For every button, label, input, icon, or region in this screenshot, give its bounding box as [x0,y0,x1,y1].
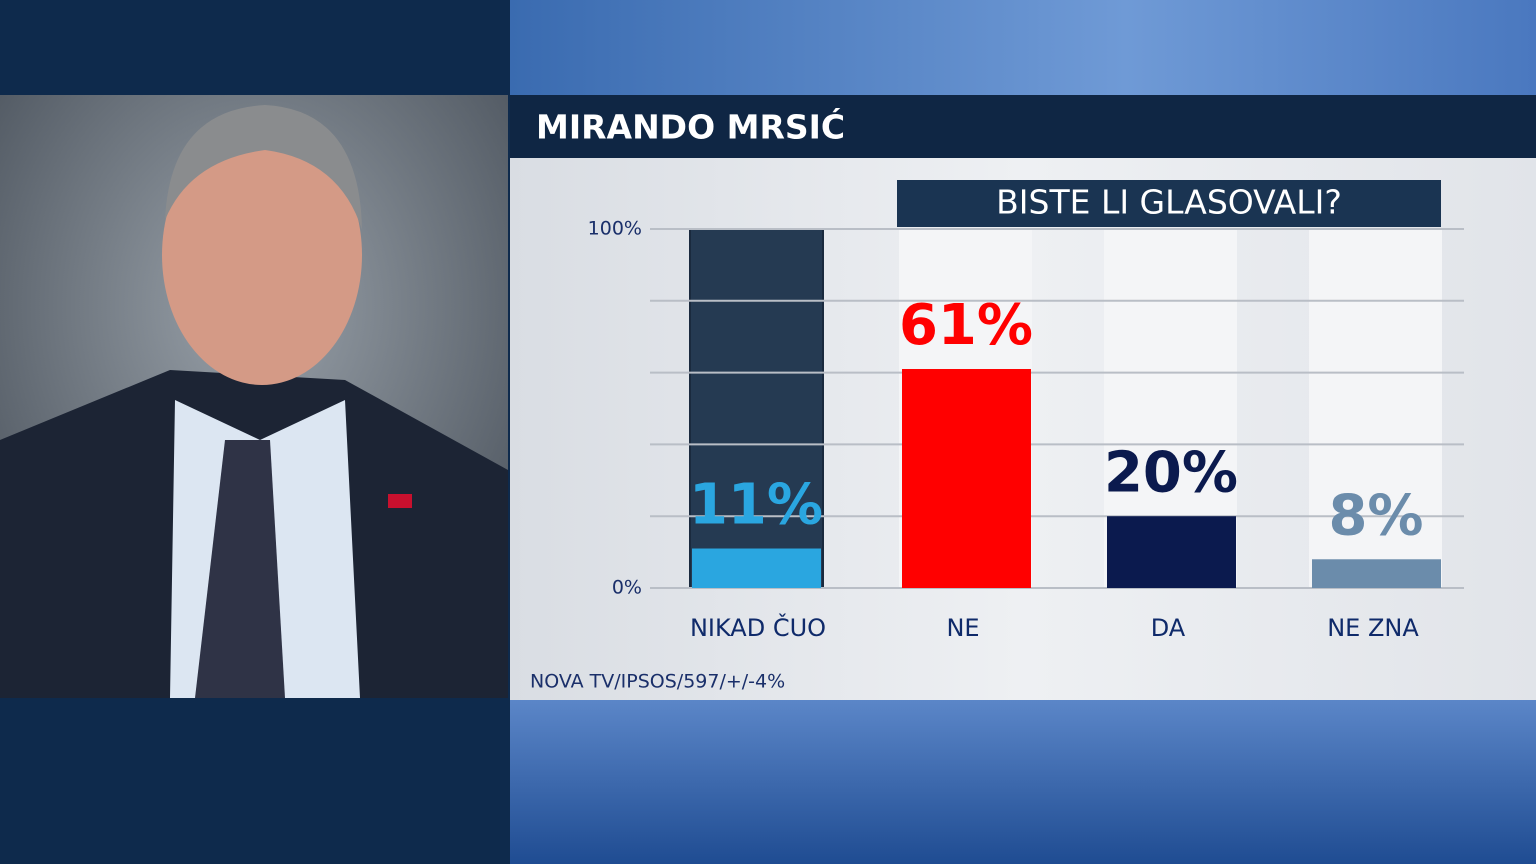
x-tick-label: NE ZNA [1327,614,1419,642]
bar [692,548,821,588]
x-tick-label: DA [1151,614,1186,642]
value-label: 8% [1328,483,1423,548]
source-note: NOVA TV/IPSOS/597/+/-4% [530,671,785,693]
x-tick-label: NIKAD ČUO [690,612,826,642]
photo [0,95,508,698]
value-label: 61% [899,293,1033,358]
subtitle-box [897,180,1441,227]
chart-subtitle: BISTE LI GLASOVALI? [996,183,1342,222]
column-backdrop [1309,229,1442,588]
top-bg [510,0,1536,95]
x-tick-label: NE [946,614,979,642]
value-label: 11% [689,473,823,538]
column-backdrop [689,228,824,589]
bar [1312,559,1441,588]
bar [902,369,1031,588]
bottom-bg [510,700,1536,864]
bar [1107,516,1236,588]
title-bar [510,95,1536,158]
y-tick-label: 100% [588,218,642,240]
y-tick-label: 0% [612,577,642,599]
value-label: 20% [1104,440,1238,505]
plot: 0% 100% 11% NIKAD ČUO 61% NE 20% DA 8% NE ZNA [588,218,1464,642]
chart-title: MIRANDO MRSIĆ [536,107,845,147]
